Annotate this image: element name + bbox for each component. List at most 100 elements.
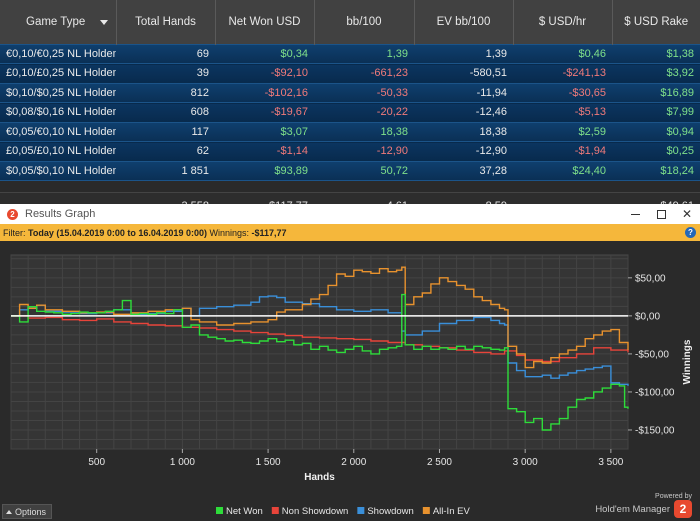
maximize-icon [656,209,666,219]
cell-total-hands: 39 [196,67,209,80]
header-usd-hr[interactable]: $ USD/hr [513,0,613,44]
y-tick-label: $50,00 [635,273,666,284]
table-row[interactable]: €0,05/€0,10 NL Holdem 117 $3,07 18,38 18,38 $… [0,122,700,142]
cell-usd-hr: -$241,13 [562,67,606,80]
cell-bb100: -20,22 [376,106,408,119]
cell-usd-rake: $16,89 [660,86,694,99]
cell-usd-rake: $1,38 [666,47,694,60]
powered-by-label: Powered by [655,493,692,500]
brand-name: Hold'em Manager [595,503,670,515]
series-line-all-in-ev [11,266,629,369]
close-icon: ✕ [681,207,693,221]
chevron-up-icon [6,509,12,514]
results-graph-window: 2 Results Graph ✕ Filter: Today (15.04.2… [0,204,700,521]
table-header-row: Game Type Total Hands Net Won USD bb/100… [0,0,700,44]
cell-game-type: £0,10/£0,25 NL Holdem [6,67,116,80]
cell-usd-hr: $2,59 [578,125,606,138]
legend-swatch [216,507,223,514]
x-tick-label: 2 000 [341,457,366,468]
cell-bb100: 50,72 [380,164,408,177]
x-tick-label: 2 500 [427,457,452,468]
maximize-button[interactable] [648,204,674,224]
x-tick-label: 3 500 [598,457,623,468]
window-titlebar[interactable]: 2 Results Graph ✕ [0,204,700,224]
cell-usd-rake: $0,94 [666,125,694,138]
cell-usd-hr: $24,40 [572,164,606,177]
x-tick-label: 3 000 [513,457,538,468]
options-label: Options [15,506,47,517]
cell-bb100: 1,39 [386,47,408,60]
cell-usd-rake: $7,99 [666,106,694,119]
stats-table: Game Type Total Hands Net Won USD bb/100… [0,0,700,219]
cell-ev-bb100: 18,38 [479,125,507,138]
cell-net-won: -$102,16 [264,86,308,99]
window-title: Results Graph [25,208,96,220]
header-total-hands[interactable]: Total Hands [116,0,216,44]
y-tick-label: -$100,00 [635,387,675,398]
y-tick-label: $0,00 [635,311,660,322]
cell-total-hands: 69 [196,47,209,60]
filter-bar[interactable]: Filter: Today (15.04.2019 0:00 to 16.04.… [0,224,700,241]
legend-label: All-In EV [433,506,471,517]
results-chart-svg: 500 1 000 1 500 2 000 2 500 3 000 3 500 $50,00 $… [10,254,693,517]
winnings-value: -$117,77 [251,227,287,238]
cell-usd-hr: $0,46 [578,47,606,60]
table-row[interactable]: $0,05/$0,10 NL Holdem 1 851 $93,89 50,72 37,… [0,161,700,181]
cell-usd-hr: -$5,13 [574,106,606,119]
brand-block: Powered by Hold'em Manager 2 [595,493,692,518]
cell-net-won: -$1,14 [276,145,308,158]
table-row[interactable]: £0,10/£0,25 NL Holdem 39 -$92,10 -661,23 -58… [0,63,700,83]
table-row[interactable]: €0,10/€0,25 NL Holdem 69 $0,34 1,39 1,39 $0,4… [0,44,700,64]
cell-usd-hr: -$30,65 [568,86,606,99]
cell-total-hands: 608 [190,106,209,119]
cell-total-hands: 1 851 [181,164,209,177]
table-row[interactable]: $0,08/$0,16 NL Holdem 608 -$19,67 -20,22 -12… [0,102,700,122]
x-tick-label: 1 500 [256,457,281,468]
header-net-won[interactable]: Net Won USD [215,0,315,44]
cell-usd-rake: $0,25 [666,145,694,158]
cell-total-hands: 812 [190,86,209,99]
cell-net-won: $93,89 [274,164,308,177]
header-usd-rake[interactable]: $ USD Rake [612,0,700,44]
x-tick-label: 1 000 [170,457,195,468]
cell-bb100: -50,33 [376,86,408,99]
cell-net-won: $3,07 [280,125,308,138]
cell-bb100: -12,90 [376,145,408,158]
help-icon[interactable]: ? [685,227,696,238]
header-ev-bb100[interactable]: EV bb/100 [414,0,514,44]
close-button[interactable]: ✕ [674,204,700,224]
table-row[interactable]: $0,10/$0,25 NL Holdem 812 -$102,16 -50,33 -1… [0,83,700,103]
legend-label: Showdown [367,506,413,517]
header-bb100[interactable]: bb/100 [314,0,415,44]
cell-game-type: €0,10/€0,25 NL Holdem [6,47,116,60]
cell-ev-bb100: -11,94 [476,86,507,99]
y-tick-label: -$150,00 [635,425,675,436]
legend-label: Non Showdown [282,506,349,517]
table-row[interactable]: £0,05/£0,10 NL Holdem 62 -$1,14 -12,90 -12,9… [0,141,700,161]
legend-swatch [422,507,430,514]
cell-net-won: -$92,10 [270,67,308,80]
hm2-app-icon: 2 [7,208,18,220]
cell-net-won: -$19,67 [270,106,308,119]
cell-bb100: 18,38 [380,125,408,138]
minimize-icon [630,213,640,215]
series-line-showdown [11,295,629,386]
x-axis-label: Hands [304,472,335,483]
dropdown-arrow-icon[interactable] [99,20,108,25]
cell-game-type: £0,05/£0,10 NL Holdem [6,145,116,158]
header-game-type[interactable]: Game Type [0,0,117,44]
cell-ev-bb100: -580,51 [469,67,507,80]
cell-game-type: $0,10/$0,25 NL Holdem [6,86,116,99]
cell-total-hands: 62 [196,145,209,158]
minimize-button[interactable] [622,204,648,224]
y-axis-label: Winnings [682,339,693,384]
cell-net-won: $0,34 [280,47,308,60]
cell-game-type: $0,08/$0,16 NL Holdem [6,106,116,119]
stats-table-panel: Game Type Total Hands Net Won USD bb/100… [0,0,700,219]
y-tick-label: -$50,00 [635,349,669,360]
options-button[interactable]: Options [2,504,53,519]
cell-usd-hr: -$1,94 [574,145,606,158]
cell-game-type: €0,05/€0,10 NL Holdem [6,125,116,138]
results-chart: 500 1 000 1 500 2 000 2 500 3 000 3 500 $50,00 $… [0,241,700,521]
